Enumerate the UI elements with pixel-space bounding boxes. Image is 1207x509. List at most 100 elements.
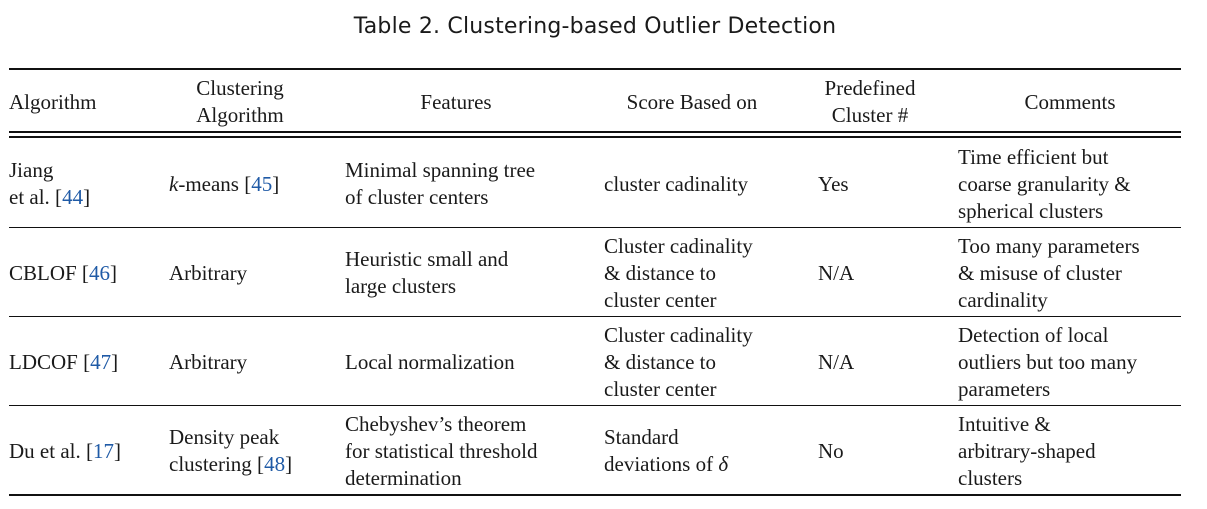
row4-features: Chebyshev’s theorem for statistical thre… bbox=[345, 409, 590, 493]
row2-comments: Too many parameters & misuse of cluster … bbox=[958, 231, 1188, 315]
bottom-rule bbox=[9, 494, 1181, 496]
row1-features-line1: Minimal spanning tree bbox=[345, 158, 536, 182]
row2-features-line2: large clusters bbox=[345, 274, 456, 298]
row2-clustering: Arbitrary bbox=[169, 231, 329, 315]
header-score-label: Score Based on bbox=[626, 89, 758, 114]
row1-algorithm-line2: et al. [44] bbox=[9, 184, 159, 211]
row3-score-line2: & distance to bbox=[604, 349, 716, 374]
row1-comments: Time efficient but coarse granularity & … bbox=[958, 142, 1188, 226]
row3-score: Cluster cadinality & distance to cluster… bbox=[604, 320, 804, 404]
row2-score-line3: cluster center bbox=[604, 287, 717, 312]
row4-clustering: Density peak clustering [48] bbox=[169, 409, 329, 493]
row3-score-line1: Cluster cadinality bbox=[604, 322, 753, 347]
row1-predefined: Yes bbox=[818, 142, 938, 226]
row3-predefined: N/A bbox=[818, 320, 938, 404]
row3-clustering-text: Arbitrary bbox=[169, 349, 248, 374]
row1-features-line2: of cluster centers bbox=[345, 185, 489, 209]
row1-comments-line2: coarse granularity & bbox=[958, 171, 1131, 196]
row2-predefined: N/A bbox=[818, 231, 938, 315]
header-features: Features bbox=[336, 76, 576, 128]
header-algorithm-label: Algorithm bbox=[9, 89, 97, 114]
row1-algo-close: ] bbox=[83, 185, 91, 209]
top-rule bbox=[9, 68, 1181, 70]
row4-features-line2: for statistical threshold bbox=[345, 438, 538, 463]
row3-comments-line3: parameters bbox=[958, 376, 1051, 401]
header-clustering-algorithm: Clustering Algorithm bbox=[160, 76, 320, 128]
header-predefined-line2: Cluster # bbox=[831, 103, 909, 127]
header-comments-label: Comments bbox=[1024, 89, 1116, 114]
row4-features-line3: determination bbox=[345, 465, 462, 490]
row2-clustering-text: Arbitrary bbox=[169, 260, 248, 285]
row-divider bbox=[9, 405, 1181, 406]
row1-predefined-value: Yes bbox=[818, 171, 849, 196]
citation-link[interactable]: 47 bbox=[90, 349, 112, 374]
row2-algo-close: ] bbox=[109, 260, 117, 285]
citation-link[interactable]: 45 bbox=[251, 171, 273, 196]
row4-comments: Intuitive & arbitrary-shaped clusters bbox=[958, 409, 1188, 493]
header-comments: Comments bbox=[950, 76, 1190, 128]
row2-features-line1: Heuristic small and bbox=[345, 247, 509, 271]
row4-score-text: deviations of bbox=[604, 452, 719, 476]
row2-score: Cluster cadinality & distance to cluster… bbox=[604, 231, 804, 315]
row3-comments-line2: outliers but too many bbox=[958, 349, 1138, 374]
row2-algorithm: CBLOF [46] bbox=[9, 260, 159, 287]
row4-score-line1: Standard bbox=[604, 425, 679, 449]
row1-clus-close: ] bbox=[272, 171, 280, 196]
citation-link[interactable]: 48 bbox=[264, 452, 286, 476]
row1-algorithm-line1: Jiang bbox=[9, 158, 54, 182]
row1-score-line1: cluster cadinality bbox=[604, 171, 749, 196]
row3-features: Local normalization bbox=[345, 320, 590, 404]
row1-clus-text: -means [ bbox=[178, 171, 252, 196]
row3-clustering: Arbitrary bbox=[169, 320, 329, 404]
header-rule-2 bbox=[9, 136, 1181, 138]
row2-comments-line2: & misuse of cluster bbox=[958, 260, 1122, 285]
row4-algorithm: Du et al. [17] bbox=[9, 438, 159, 465]
row4-comments-line2: arbitrary-shaped bbox=[958, 438, 1096, 463]
header-predefined-line1: Predefined bbox=[824, 76, 916, 100]
row2-score-line1: Cluster cadinality bbox=[604, 233, 753, 258]
row1-comments-line1: Time efficient but bbox=[958, 144, 1109, 169]
row-divider bbox=[9, 316, 1181, 317]
row3-comments: Detection of local outliers but too many… bbox=[958, 320, 1188, 404]
row3-algorithm: LDCOF [47] bbox=[9, 349, 159, 376]
row4-predefined: No bbox=[818, 409, 938, 493]
row4-comments-line1: Intuitive & bbox=[958, 411, 1051, 436]
row4-clustering-line2: clustering [48] bbox=[169, 451, 329, 478]
row3-features-line1: Local normalization bbox=[345, 349, 515, 374]
row3-algo-text: LDCOF [ bbox=[9, 349, 91, 374]
header-algorithm: Algorithm bbox=[9, 76, 159, 128]
row1-algo-text: et al. [ bbox=[9, 185, 63, 209]
row2-algo-text: CBLOF [ bbox=[9, 260, 89, 285]
row2-comments-line1: Too many parameters bbox=[958, 233, 1140, 258]
citation-link[interactable]: 46 bbox=[88, 260, 110, 285]
table-row: Du et al. [17] bbox=[9, 409, 159, 493]
row3-predefined-value: N/A bbox=[818, 349, 855, 374]
table-row: CBLOF [46] bbox=[9, 231, 159, 315]
row4-features-line1: Chebyshev’s theorem bbox=[345, 411, 527, 436]
row2-predefined-value: N/A bbox=[818, 260, 855, 285]
row4-clus-text: clustering [ bbox=[169, 452, 265, 476]
row4-clustering-line1: Density peak bbox=[169, 425, 280, 449]
row4-clus-close: ] bbox=[285, 452, 293, 476]
row4-comments-line3: clusters bbox=[958, 465, 1023, 490]
header-features-label: Features bbox=[420, 89, 492, 114]
header-rule-1 bbox=[9, 131, 1181, 133]
table-caption: Table 2. Clustering-based Outlier Detect… bbox=[353, 14, 837, 39]
row1-score: cluster cadinality bbox=[604, 142, 804, 226]
row1-clustering-text: k-means [45] bbox=[169, 171, 329, 198]
row4-algo-close: ] bbox=[113, 438, 121, 463]
row3-comments-line1: Detection of local bbox=[958, 322, 1109, 347]
row4-predefined-value: No bbox=[818, 438, 844, 463]
header-predefined: Predefined Cluster # bbox=[806, 76, 934, 128]
citation-link[interactable]: 44 bbox=[62, 185, 84, 209]
row3-algo-close: ] bbox=[111, 349, 119, 374]
row1-clustering: k-means [45] bbox=[169, 142, 329, 226]
row1-features: Minimal spanning tree of cluster centers bbox=[345, 142, 590, 226]
k-symbol: k bbox=[169, 171, 179, 196]
row4-score: Standard deviations of δ bbox=[604, 409, 804, 493]
header-clustering-line2: Algorithm bbox=[196, 103, 284, 127]
table-row: LDCOF [47] bbox=[9, 320, 159, 404]
citation-link[interactable]: 17 bbox=[92, 438, 114, 463]
header-score: Score Based on bbox=[594, 76, 790, 128]
row-divider bbox=[9, 227, 1181, 228]
